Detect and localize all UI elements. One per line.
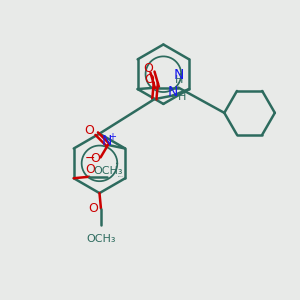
Text: +: + <box>107 132 116 142</box>
Text: O: O <box>144 74 154 86</box>
Text: O: O <box>88 202 98 215</box>
Text: O: O <box>84 124 94 136</box>
Text: N: N <box>102 134 112 148</box>
Text: O: O <box>90 152 100 165</box>
Text: −: − <box>85 152 95 165</box>
Text: O: O <box>85 164 95 176</box>
Text: N: N <box>173 68 184 82</box>
Text: methoxy: methoxy <box>118 176 124 177</box>
Text: OCH₃: OCH₃ <box>94 167 123 176</box>
Text: H: H <box>175 75 183 85</box>
Text: N: N <box>168 85 178 99</box>
Text: O: O <box>143 62 153 75</box>
Text: H: H <box>178 92 187 102</box>
Text: OCH₃: OCH₃ <box>86 234 116 244</box>
